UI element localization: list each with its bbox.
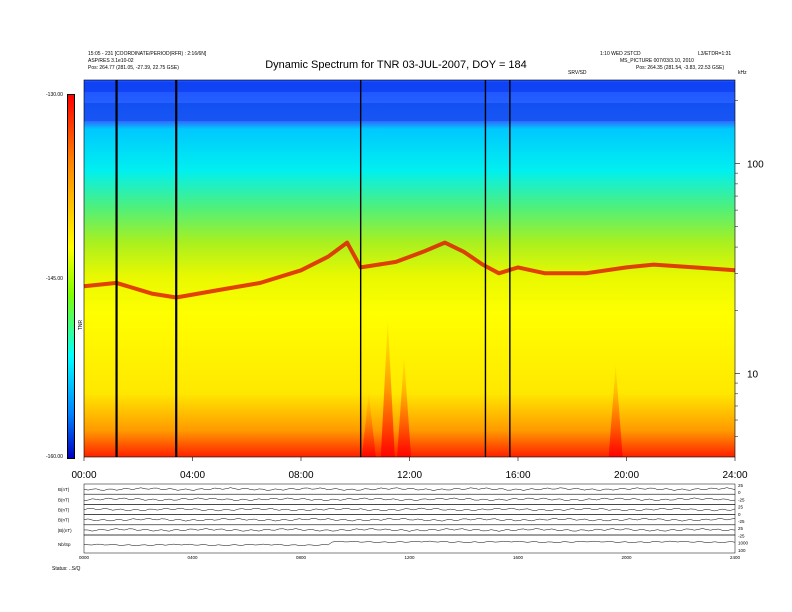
field-trace [83, 487, 736, 491]
field-trace [83, 528, 736, 532]
field-panel-label: B(nT) [58, 487, 70, 492]
radio-burst [608, 364, 623, 457]
field-panel-right-tick: -25 [738, 519, 745, 524]
radio-burst [361, 393, 376, 457]
field-panel-x-tick: 1200 [404, 555, 415, 560]
field-panel-right-tick: 1000 [738, 541, 749, 546]
field-panel-label: B(nT) [58, 508, 70, 513]
field-panel-label: B(nT) [58, 518, 70, 523]
y-tick-label: 10 [747, 369, 759, 380]
field-panel-frame [83, 504, 736, 515]
field-panel-x-tick: 2400 [730, 555, 741, 560]
radio-burst [397, 356, 412, 457]
x-tick-label: 16:00 [505, 470, 530, 481]
y-tick-label: 100 [747, 160, 764, 171]
field-trace [83, 497, 736, 501]
field-panel-label: B(nT) [58, 497, 70, 502]
right-axis-unit: kHz [738, 70, 747, 76]
field-panel-x-tick: 0800 [296, 555, 307, 560]
header-right-line1: 1:10 WED 2STCD [600, 51, 641, 57]
x-tick-label: 00:00 [71, 470, 96, 481]
x-tick-label: 04:00 [180, 470, 205, 481]
field-panel-right-tick: 0 [738, 490, 741, 495]
plasma-emission-line [83, 240, 736, 300]
x-tick-label: 12:00 [397, 470, 422, 481]
field-panel-right-tick: 0 [738, 512, 741, 517]
field-panel-frame [83, 524, 736, 536]
field-panel-frame [83, 483, 736, 495]
radio-burst [380, 319, 395, 457]
field-panel-right-tick: 25 [738, 526, 744, 531]
field-panel-label: |B|(nT) [58, 528, 72, 533]
colorbar-tick-top: -130.00 [46, 92, 63, 98]
field-panel-x-tick: 0000 [79, 555, 90, 560]
colorbar-tick-bottom: -160.00 [46, 454, 63, 460]
field-panel-x-tick: 1600 [513, 555, 524, 560]
panel-footer: Status: ..S/Q [52, 566, 81, 572]
upper-dark-band [84, 103, 735, 121]
header-left-line1: 15:05 - 231 [COORDINATE/PERIOD(RFR) : 2:… [88, 51, 207, 57]
x-tick-label: 24:00 [722, 470, 747, 481]
header-right-line3: Pos: 264.35 (281.54, -3.83, 22.53 GSE) [636, 65, 725, 71]
colorbar [67, 94, 75, 459]
field-panel-right-tick: 25 [738, 505, 744, 510]
field-panel-frame [83, 534, 736, 554]
field-panel-right-tick: -25 [738, 497, 745, 502]
field-panel-right-tick: 25 [738, 483, 744, 488]
colorbar-tick-mid: -145.00 [46, 276, 63, 282]
header-right-line2: MS_PICTURE 007/03/3.10, 2010 [620, 58, 694, 64]
field-trace [83, 540, 736, 546]
field-panel-right-tick: 100 [738, 548, 746, 553]
field-panel-x-tick: 2000 [621, 555, 632, 560]
field-panel-label: Nb/Sp [58, 542, 71, 547]
field-trace [83, 507, 736, 512]
header-right-top: L3/ETDR=1:31 [698, 51, 732, 57]
chart-title: Dynamic Spectrum for TNR 03-JUL-2007, DO… [265, 59, 527, 71]
x-tick-label: 20:00 [614, 470, 639, 481]
top-dark-band [84, 82, 735, 92]
field-panel-right-tick: -25 [738, 533, 745, 538]
field-trace [83, 518, 736, 522]
header-center-small: SRV/SD [568, 70, 587, 76]
header-left-line2: ASP/RES 3.1e10-02 [88, 58, 134, 64]
field-panel-x-tick: 0400 [187, 555, 198, 560]
header-left-line3: Pos: 264.77 (281.05, -27.39, 22.75 GSE) [88, 65, 179, 71]
x-tick-label: 08:00 [288, 470, 313, 481]
